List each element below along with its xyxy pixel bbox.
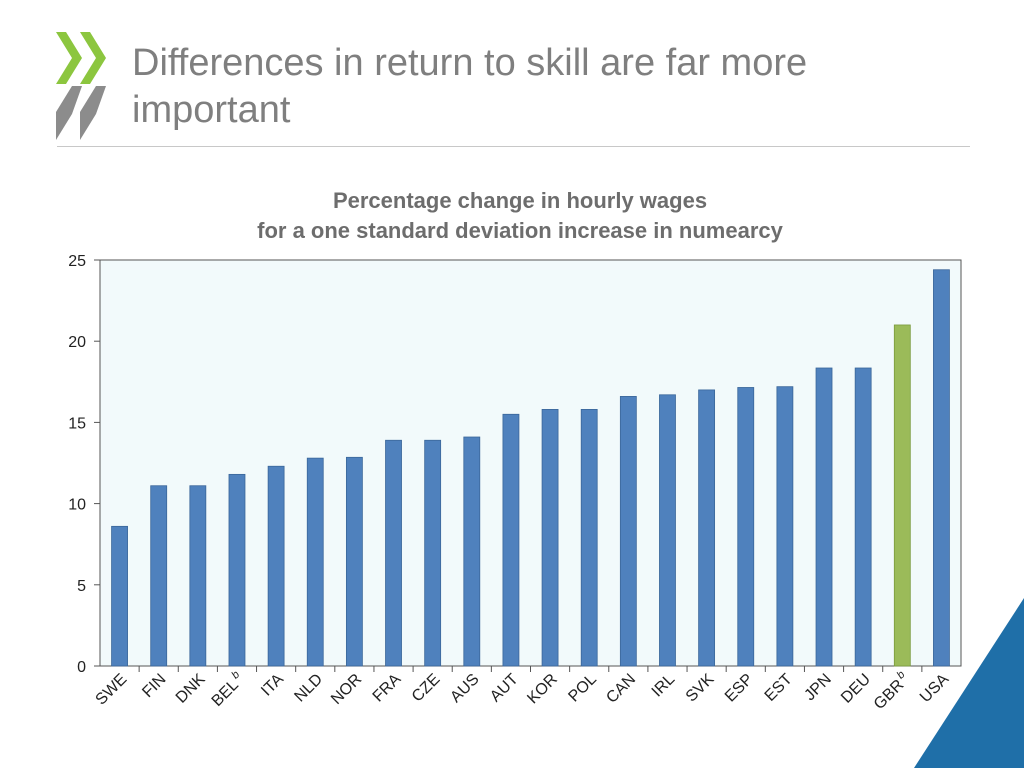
x-tick-label-cze: CZE (409, 671, 444, 706)
bar-deu (854, 367, 872, 667)
x-tick-label-fin: FIN (139, 671, 169, 701)
x-tick-label-kor: KOR (524, 671, 561, 708)
x-tick-label-aut: AUT (487, 671, 522, 706)
chart-title-line-1: Percentage change in hourly wages (332, 188, 708, 213)
x-axis: SWE FIN DNK BELb ITA NLD NOR FRA CZE AUS AUT KOR POL… (93, 666, 952, 713)
bar-dnk (189, 485, 207, 667)
bar-cze (424, 439, 442, 667)
x-tick-label-jpn: JPN (801, 671, 834, 704)
x-tick-label-swe: SWE (93, 671, 131, 709)
x-tick-label-nor: NOR (328, 671, 365, 708)
bar-usa (933, 269, 950, 667)
y-tick-label: 0 (77, 659, 86, 676)
bar-pol (580, 409, 598, 667)
x-tick-label-fra: FRA (370, 671, 405, 706)
title-divider (57, 146, 970, 147)
x-tick-label-dnk: DNK (173, 671, 209, 707)
x-tick-label-nld: NLD (291, 671, 326, 706)
bar-ita (267, 465, 285, 667)
bar-nor (345, 456, 363, 667)
y-tick-label: 25 (68, 253, 86, 270)
x-tick-label-deu: DEU (838, 671, 874, 707)
x-tick-label-svk: SVK (683, 671, 718, 706)
bar-gbr (893, 324, 911, 667)
bar-esp (737, 387, 755, 667)
y-tick-label: 10 (68, 497, 86, 514)
slide-title: Differences in return to skill are far m… (132, 42, 808, 131)
oecd-logo-icon (56, 32, 106, 140)
bar-irl (659, 394, 676, 667)
bar-series (111, 269, 950, 667)
x-tick-label-pol: POL (565, 671, 600, 706)
bar-aut (502, 413, 520, 667)
x-tick-label-can: CAN (603, 671, 639, 707)
x-tick-label-aus: AUS (447, 671, 482, 706)
bar-can (619, 396, 637, 667)
corner-decoration-icon (914, 598, 1024, 768)
bar-fra (385, 439, 402, 667)
chart-title-line-2: for a one standard deviation increase in… (257, 218, 783, 243)
x-tick-label-gbr: GBRb (869, 669, 913, 713)
x-tick-label-esp: ESP (722, 671, 757, 706)
x-tick-label-ita: ITA (258, 671, 287, 700)
bar-nld (306, 457, 324, 667)
x-tick-label-irl: IRL (649, 671, 679, 701)
bar-jpn (815, 367, 833, 667)
bar-est (776, 386, 794, 667)
chart-title: Percentage change in hourly wages for a … (120, 186, 920, 246)
x-tick-label-est: EST (762, 671, 796, 705)
y-axis: 0 5 10 15 20 25 (68, 253, 100, 676)
bar-bel (228, 473, 246, 667)
bar-swe (111, 525, 128, 667)
y-tick-label: 15 (68, 415, 86, 432)
bar-fin (150, 485, 168, 667)
bar-aus (463, 436, 481, 667)
x-tick-label-bel: BELb (207, 669, 248, 710)
y-tick-label: 20 (68, 334, 86, 351)
y-tick-label: 5 (77, 578, 86, 595)
bar-svk (698, 389, 716, 667)
bar-kor (541, 409, 559, 667)
